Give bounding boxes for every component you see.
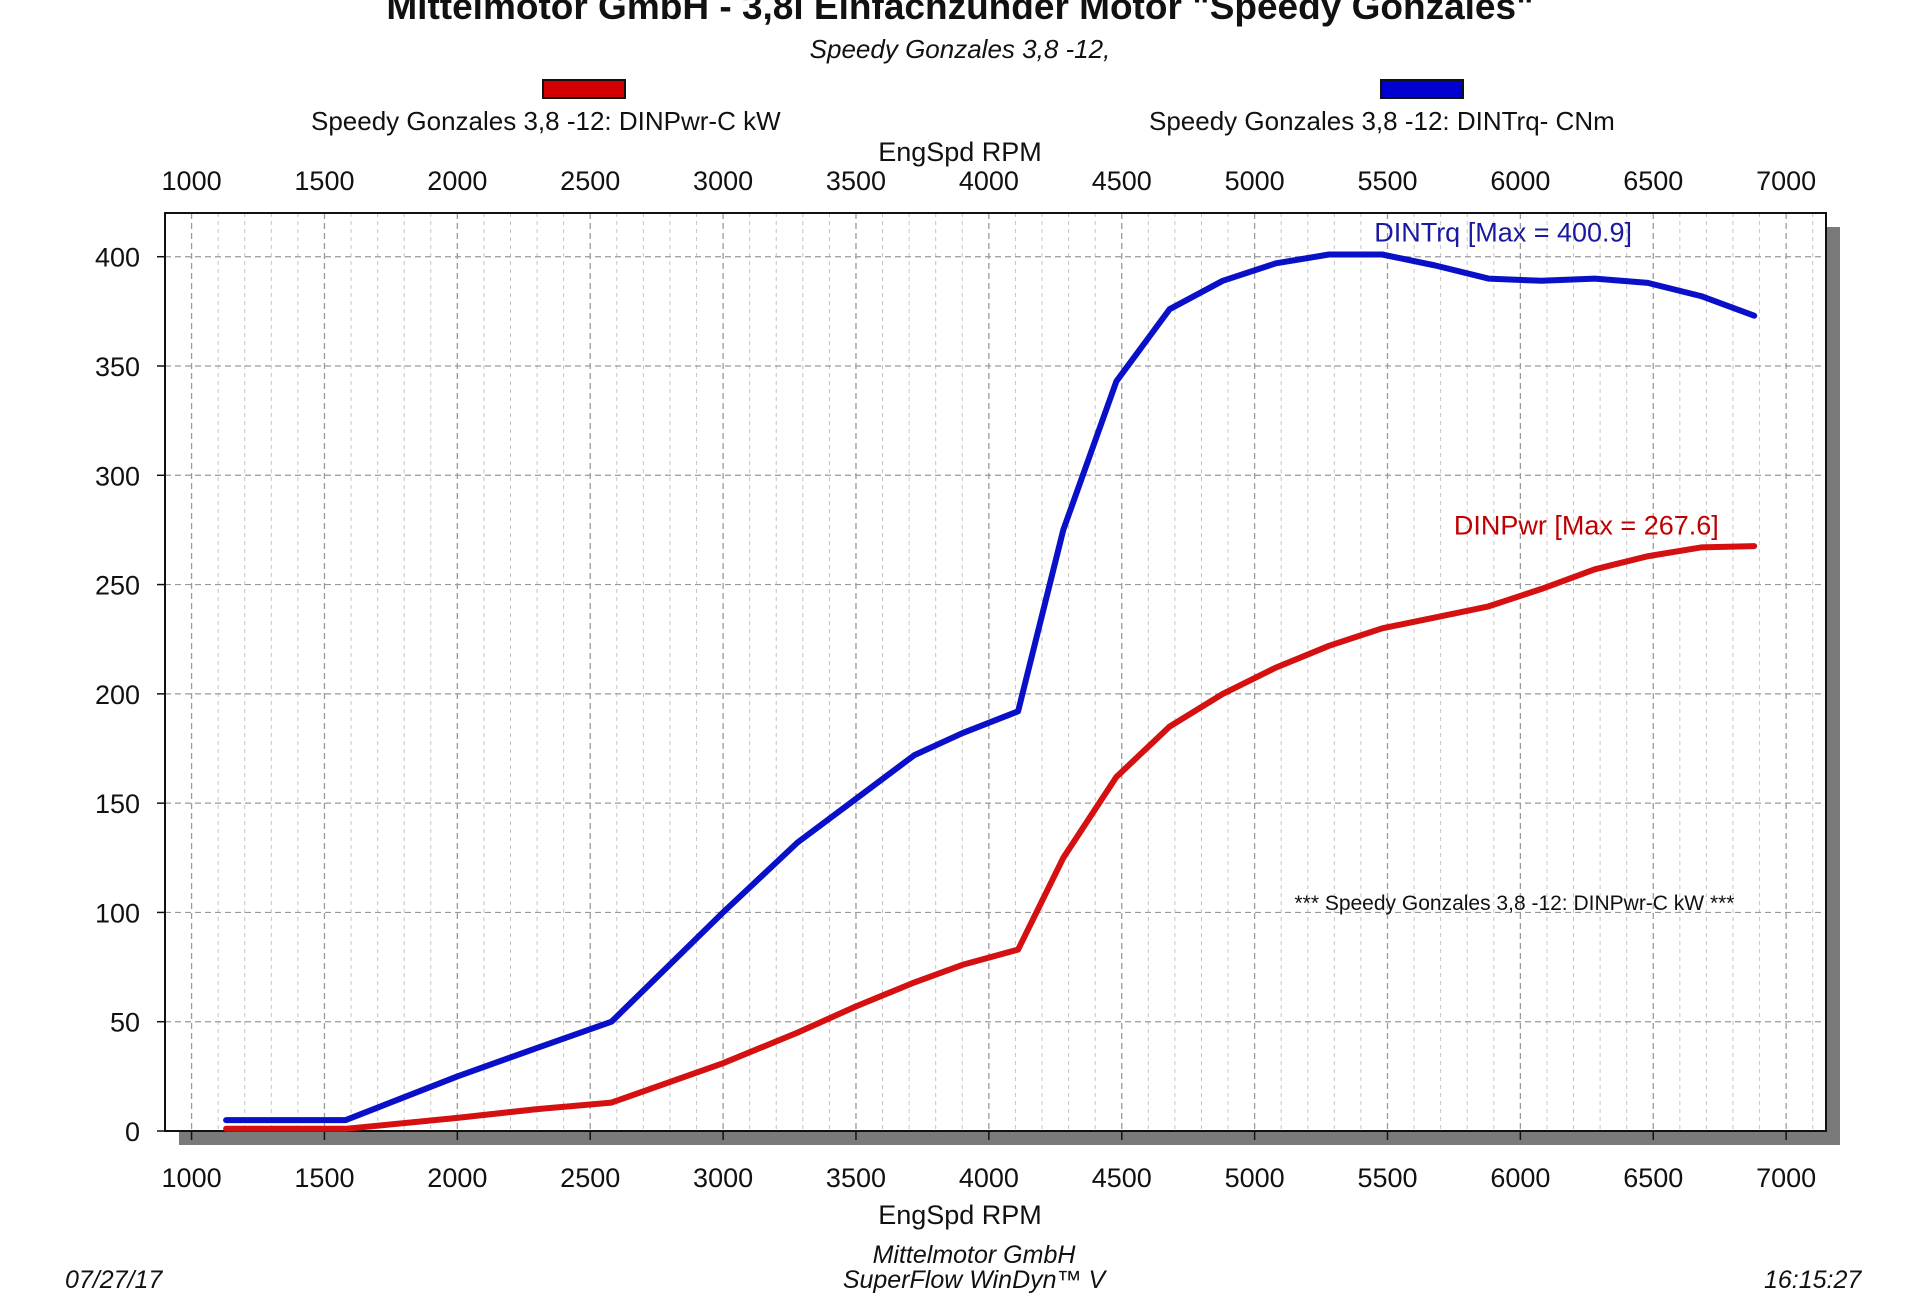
x-tick-label-top: 1500 [294, 166, 354, 196]
x-tick-label-bottom: 2500 [560, 1163, 620, 1193]
y-tick-label: 350 [95, 352, 140, 382]
annotation-label: DINTrq [Max = 400.9] [1374, 217, 1632, 247]
series-line-dinpwr [223, 543, 1758, 1132]
annotation-label: DINPwr [Max = 267.6] [1454, 510, 1719, 540]
x-tick-label-top: 4500 [1092, 166, 1152, 196]
legend-label-torque: Speedy Gonzales 3,8 -12: DINTrq- CNm [1149, 106, 1615, 136]
footer-company: Mittelmotor GmbH [872, 1241, 1076, 1269]
footer-time: 16:15:27 [1764, 1266, 1862, 1294]
y-tick-label: 400 [95, 243, 140, 273]
x-tick-label-bottom: 5000 [1225, 1163, 1285, 1193]
y-tick-label: 100 [95, 898, 140, 928]
plot-frame [164, 212, 1827, 1132]
y-tick-label: 200 [95, 680, 140, 710]
x-tick-label-top: 5500 [1357, 166, 1417, 196]
footer-date: 07/27/17 [65, 1266, 163, 1294]
x-axis-title-top: EngSpd RPM [878, 137, 1042, 167]
chart-subtitle: Speedy Gonzales 3,8 -12, [809, 34, 1111, 64]
legend-label-power: Speedy Gonzales 3,8 -12: DINPwr-C kW [311, 106, 781, 136]
y-tick-label: 300 [95, 461, 140, 491]
x-tick-label-bottom: 7000 [1756, 1163, 1816, 1193]
x-tick-label-bottom: 4500 [1092, 1163, 1152, 1193]
legend-swatch-torque [1380, 79, 1464, 99]
series-line-dintrq [223, 251, 1758, 1124]
x-axis-title-bottom: EngSpd RPM [878, 1200, 1042, 1230]
footer-software: SuperFlow WinDyn™ V [842, 1266, 1106, 1294]
x-tick-label-top: 7000 [1756, 166, 1816, 196]
y-tick-label: 50 [110, 1008, 140, 1038]
x-tick-label-bottom: 2000 [427, 1163, 487, 1193]
x-tick-label-bottom: 6000 [1490, 1163, 1550, 1193]
x-tick-label-top: 5000 [1225, 166, 1285, 196]
y-tick-label: 150 [95, 789, 140, 819]
x-tick-label-bottom: 3500 [826, 1163, 886, 1193]
legend-swatch-power [542, 79, 626, 99]
x-tick-label-top: 3500 [826, 166, 886, 196]
x-tick-label-top: 2000 [427, 166, 487, 196]
y-tick-label: 0 [125, 1117, 140, 1147]
y-tick-label: 250 [95, 571, 140, 601]
x-tick-label-top: 2500 [560, 166, 620, 196]
x-tick-label-top: 1000 [162, 166, 222, 196]
x-tick-label-bottom: 4000 [959, 1163, 1019, 1193]
x-tick-label-top: 4000 [959, 166, 1019, 196]
x-tick-label-bottom: 3000 [693, 1163, 753, 1193]
chart-title: Mittelmotor GmbH - 3,8l Einfachzünder Mo… [386, 0, 1534, 27]
x-tick-label-bottom: 1000 [162, 1163, 222, 1193]
x-tick-label-top: 3000 [693, 166, 753, 196]
annotation-label: *** Speedy Gonzales 3,8 -12: DINPwr-C kW… [1294, 892, 1734, 915]
x-tick-label-bottom: 1500 [294, 1163, 354, 1193]
x-tick-label-bottom: 6500 [1623, 1163, 1683, 1193]
plot-background [165, 213, 1826, 1131]
x-tick-label-bottom: 5500 [1357, 1163, 1417, 1193]
x-tick-label-top: 6500 [1623, 166, 1683, 196]
x-tick-label-top: 6000 [1490, 166, 1550, 196]
